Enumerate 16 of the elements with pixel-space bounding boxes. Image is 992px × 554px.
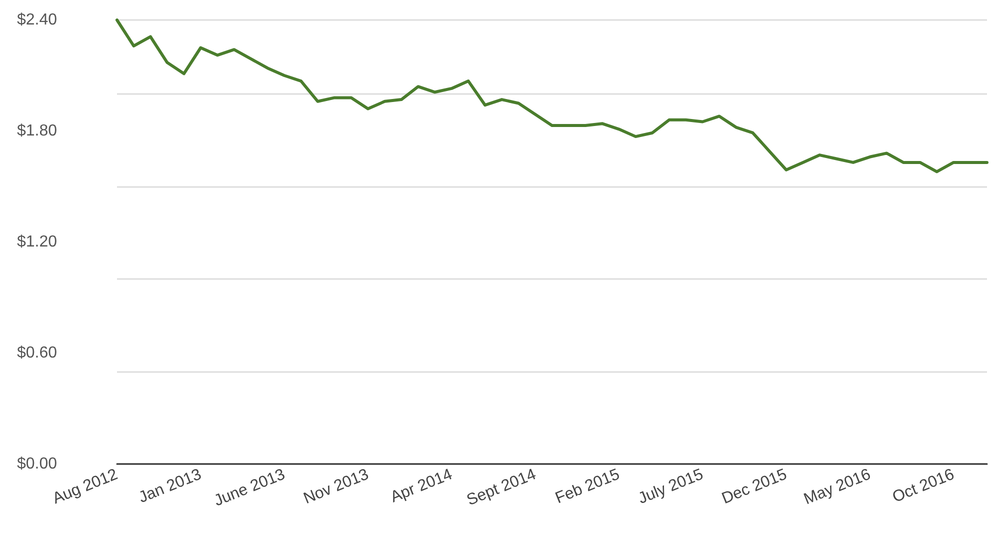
- line-series: [116, 18, 988, 174]
- x-tick-label: June 2013: [212, 466, 288, 510]
- y-tick-label: $1.80: [17, 122, 58, 140]
- x-tick-label: Feb 2015: [553, 466, 622, 508]
- y-tick-label: $1.20: [17, 234, 58, 250]
- x-tick-label: May 2016: [802, 466, 874, 508]
- y-tick-label: $2.40: [17, 12, 58, 28]
- y-tick-label: $0.00: [17, 456, 58, 472]
- x-tick-label: Dec 2015: [720, 466, 790, 508]
- x-tick-label: Oct 2016: [890, 466, 957, 506]
- x-tick-label: Nov 2013: [301, 466, 372, 508]
- x-tick-label: Jan 2013: [136, 466, 204, 507]
- x-tick-label: July 2015: [636, 466, 706, 508]
- y-tick-label: $0.60: [17, 344, 58, 362]
- x-tick-label: Apr 2014: [388, 466, 455, 506]
- x-tick-label: Sept 2014: [464, 466, 539, 510]
